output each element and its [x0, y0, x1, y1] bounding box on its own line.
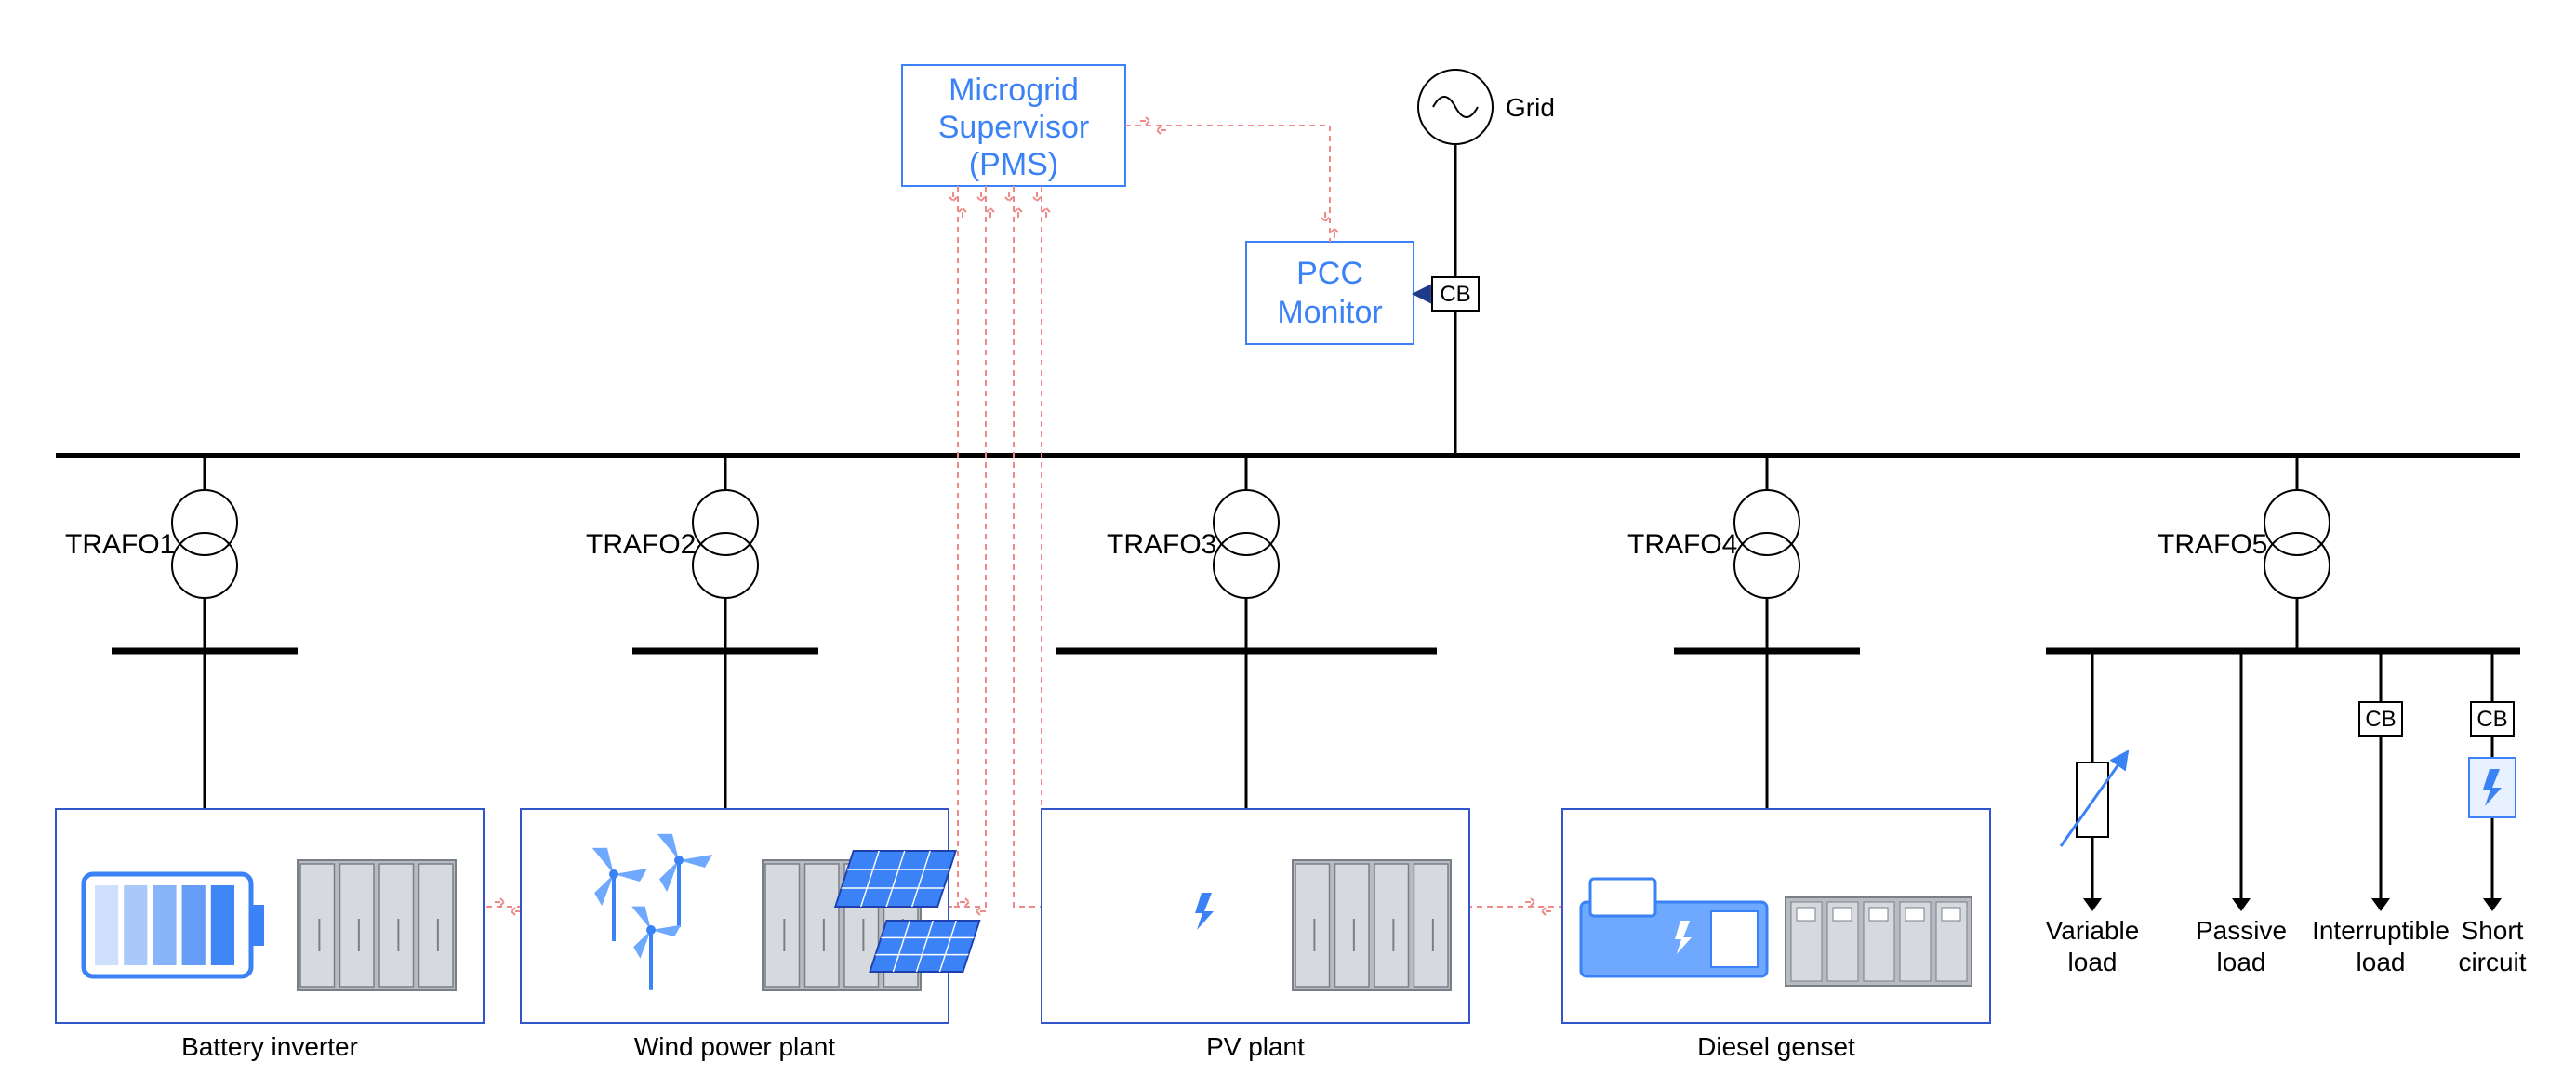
plant-box-4: Diesel genset [1562, 809, 1990, 1061]
load-cb-label: CB [2365, 707, 2396, 732]
grid-cb-label: CB [1440, 282, 1470, 307]
transformer-2: TRAFO2 [586, 456, 818, 651]
grid-label: Grid [1506, 93, 1555, 122]
load-label: Passive [2196, 916, 2287, 945]
battery-icon [84, 874, 264, 976]
plant-label: Diesel genset [1697, 1032, 1855, 1061]
transformer-label: TRAFO5 [2158, 529, 2267, 560]
transformer-label: TRAFO2 [586, 529, 696, 560]
plant-box-1: Battery inverter [56, 809, 484, 1061]
transformer-3: TRAFO3 [1056, 456, 1437, 651]
pcc-monitor-box: PCC Monitor [1246, 242, 1414, 344]
comms-links [484, 117, 1562, 915]
plant-label: PV plant [1206, 1032, 1305, 1061]
load-label: load [2357, 948, 2406, 976]
transformer-1: TRAFO1 [65, 456, 298, 651]
load-label: load [2217, 948, 2266, 976]
load-label: Interruptible [2312, 916, 2450, 945]
supervisor-line: (PMS) [969, 147, 1058, 182]
load-label: Short [2462, 916, 2524, 945]
transformer-label: TRAFO3 [1107, 529, 1216, 560]
grid-source: Grid CB [1414, 70, 1555, 456]
pv-panel-icon [870, 921, 979, 972]
plant-label: Wind power plant [634, 1032, 836, 1061]
pcc-monitor-line: Monitor [1277, 295, 1382, 330]
cabinet-icon [1293, 860, 1451, 990]
load-short_circuit: CB Short circuit [2458, 651, 2526, 976]
microgrid-supervisor-box: MicrogridSupervisor(PMS) [902, 65, 1125, 186]
load-label: Variable [2046, 916, 2140, 945]
transformer-label: TRAFO1 [65, 529, 175, 560]
plant-label: Battery inverter [181, 1032, 358, 1061]
pv-panel-icon [835, 851, 955, 907]
pcc-monitor-line: PCC [1296, 256, 1363, 291]
supervisor-line: Microgrid [949, 73, 1079, 108]
load-interruptible: CB Interruptible load [2312, 651, 2450, 976]
load-variable: Variable load [2046, 651, 2140, 976]
supervisor-line: Supervisor [938, 110, 1090, 145]
transformer-4: TRAFO4 [1627, 456, 1860, 651]
transformer-5: TRAFO5 [2046, 456, 2520, 651]
load-label: circuit [2458, 948, 2526, 976]
load-cb-label: CB [2476, 707, 2507, 732]
load-passive: Passive load [2196, 651, 2287, 976]
cabinet-icon [298, 860, 456, 990]
transformer-label: TRAFO4 [1627, 529, 1737, 560]
load-label: load [2068, 948, 2118, 976]
